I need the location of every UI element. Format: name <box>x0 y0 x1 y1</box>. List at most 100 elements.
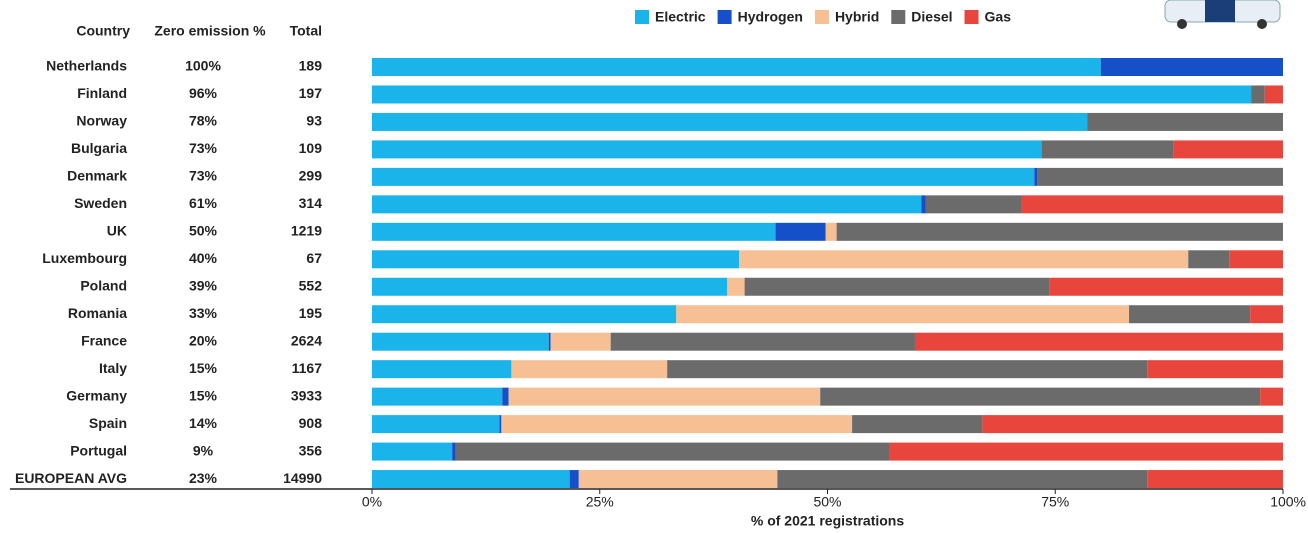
bar-segment <box>982 415 1283 434</box>
total: 189 <box>299 58 323 74</box>
bar-segment <box>372 112 1088 131</box>
bar-segment <box>836 222 1283 241</box>
total: 67 <box>306 250 322 266</box>
country-label: Denmark <box>67 168 127 184</box>
legend-label: Hydrogen <box>738 9 803 25</box>
total: 299 <box>299 168 323 184</box>
zero-emission: 100% <box>185 58 221 74</box>
total: 2624 <box>291 332 322 348</box>
x-tick-label: 25% <box>586 494 614 510</box>
country-label: Bulgaria <box>71 140 127 156</box>
bar-segment <box>1147 360 1283 379</box>
bar-segment <box>1251 85 1265 104</box>
bar-segment <box>1041 140 1174 159</box>
bar-segment <box>1264 85 1283 104</box>
total: 197 <box>299 85 323 101</box>
total: 93 <box>306 113 322 129</box>
country-label: France <box>81 332 127 348</box>
bar-segment <box>667 360 1148 379</box>
country-label: Germany <box>66 387 127 403</box>
country-label: Netherlands <box>46 58 127 74</box>
bar-segment <box>372 58 1101 76</box>
bar-segment <box>744 277 1050 296</box>
bar-segment <box>372 222 776 241</box>
total: 908 <box>299 415 323 431</box>
total: 14990 <box>283 470 322 486</box>
zero-emission: 9% <box>193 442 214 458</box>
bus-door <box>1205 0 1235 22</box>
country-label: Luxembourg <box>42 250 127 266</box>
bar-segment <box>372 277 728 296</box>
bar-segment <box>1229 250 1283 269</box>
zero-emission: 33% <box>189 305 218 321</box>
bar-segment <box>610 332 915 351</box>
total: 552 <box>299 277 323 293</box>
bar-segment <box>372 250 740 269</box>
bar-segment <box>372 85 1252 104</box>
zero-emission: 15% <box>189 360 218 376</box>
zero-emission: 61% <box>189 195 218 211</box>
total: 195 <box>299 305 323 321</box>
bus-wheel <box>1257 19 1267 29</box>
bar-segment <box>502 387 509 406</box>
bar-segment <box>569 470 579 489</box>
bar-segment <box>508 387 821 406</box>
zero-emission: 40% <box>189 250 218 266</box>
bar-segment <box>1037 167 1283 186</box>
total: 1219 <box>291 223 322 239</box>
total: 314 <box>299 195 323 211</box>
bar-segment <box>501 415 853 434</box>
bar-segment <box>1049 277 1283 296</box>
country-label: Spain <box>89 415 127 431</box>
country-label: UK <box>107 223 127 239</box>
bus-wheel <box>1177 19 1187 29</box>
bar-segment <box>1087 112 1283 131</box>
bar-segment <box>511 360 668 379</box>
bar-segment <box>372 305 677 324</box>
legend-label: Diesel <box>911 9 952 25</box>
bar-segment <box>372 195 922 214</box>
x-tick-label: 75% <box>1041 494 1069 510</box>
bar-segment <box>499 415 502 434</box>
legend-label: Hybrid <box>835 9 879 25</box>
legend-swatch <box>814 10 829 24</box>
total: 3933 <box>291 387 322 403</box>
zero-emission: 96% <box>189 85 218 101</box>
x-axis-label: % of 2021 registrations <box>751 513 904 529</box>
legend-swatch <box>635 10 649 24</box>
bar-segment <box>1173 140 1283 159</box>
bar-segment <box>455 442 890 461</box>
bar-segment <box>372 470 570 489</box>
column-header: Country <box>76 23 130 39</box>
x-tick-label: 100% <box>1270 494 1306 510</box>
country-label: EUROPEAN AVG <box>15 470 127 486</box>
zero-emission: 20% <box>189 332 218 348</box>
bus-icon <box>1164 0 1281 29</box>
bar-segment <box>775 222 826 241</box>
column-header: Zero emission % <box>154 23 266 39</box>
country-label: Poland <box>80 277 127 293</box>
legend-label: Gas <box>985 9 1012 25</box>
bar-segment <box>820 387 1261 406</box>
zero-emission: 39% <box>189 277 218 293</box>
bar-segment <box>777 470 1148 489</box>
bar-segment <box>1129 305 1251 324</box>
bar-segment <box>1188 250 1230 269</box>
zero-emission: 15% <box>189 387 218 403</box>
legend-swatch <box>964 10 979 24</box>
x-tick-label: 50% <box>813 494 841 510</box>
country-label: Romania <box>68 305 127 321</box>
legend-swatch <box>717 10 732 24</box>
total: 1167 <box>292 360 323 376</box>
column-header: Total <box>290 23 322 39</box>
bar-segment <box>914 332 1283 351</box>
country-label: Norway <box>76 113 127 129</box>
zero-emission: 78% <box>189 113 218 129</box>
bar-segment <box>1021 195 1283 214</box>
bar-segment <box>452 442 456 461</box>
bar-segment <box>852 415 983 434</box>
zero-emission: 50% <box>189 223 218 239</box>
bar-segment <box>372 387 503 406</box>
bar-segment <box>372 360 512 379</box>
